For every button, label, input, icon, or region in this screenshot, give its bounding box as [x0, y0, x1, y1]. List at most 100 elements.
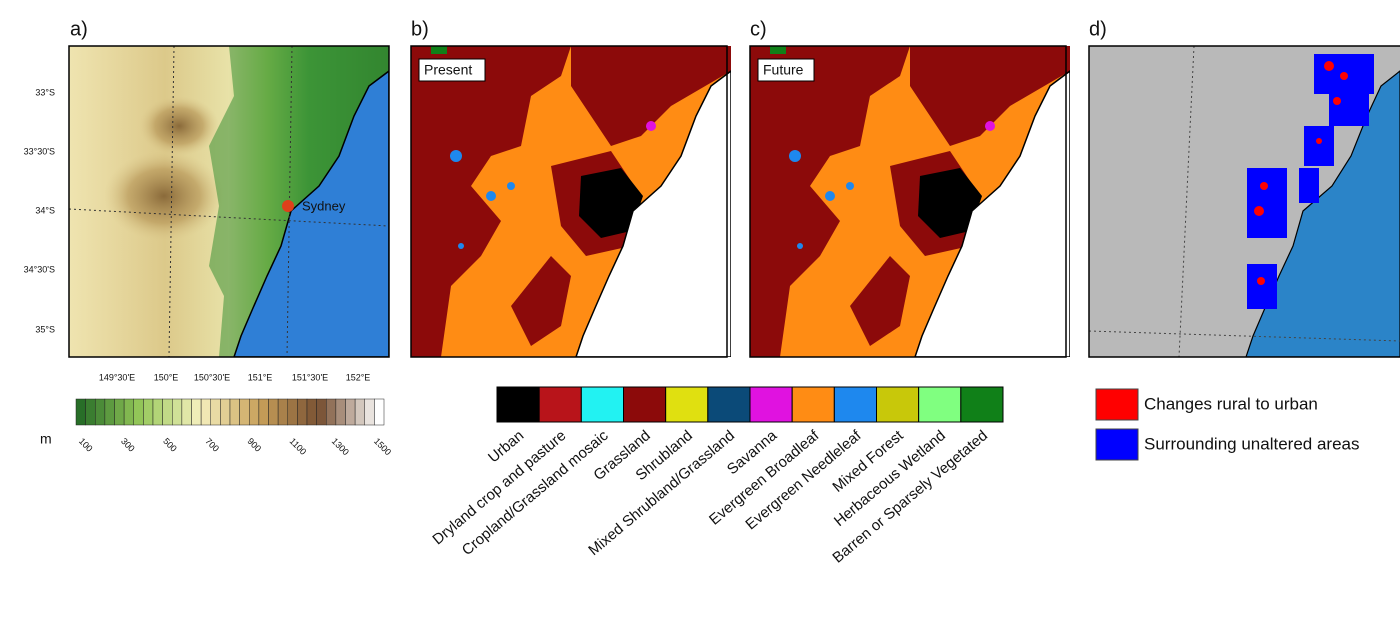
colorbar-swatch [191, 398, 202, 426]
lon-label: 152°E [346, 372, 371, 382]
colorbar-swatch [297, 398, 308, 426]
surrounding-area [1247, 264, 1277, 309]
colorbar-swatch [268, 398, 279, 426]
legend-swatch [791, 386, 835, 423]
legend-swatch [876, 386, 920, 423]
grassland [411, 46, 571, 357]
colorbar-swatch [85, 398, 96, 426]
legend-swatch [496, 386, 540, 423]
colorbar-tick-label: 300 [119, 436, 137, 454]
land-use-map [411, 46, 731, 357]
colorbar-swatch [172, 398, 183, 426]
urban [918, 168, 982, 238]
colorbar-tick-label: 1100 [288, 436, 309, 457]
legend-swatch [960, 386, 1004, 423]
colorbar-swatch [287, 398, 298, 426]
urbanized-area [1260, 182, 1268, 190]
urbanized-area [1254, 206, 1264, 216]
colorbar-swatch [104, 398, 115, 426]
colorbar-tick-label: 900 [245, 436, 263, 454]
urbanized-area [1324, 61, 1334, 71]
lon-label: 150°30'E [194, 372, 230, 382]
colorbar-swatch [306, 398, 317, 426]
colorbar-swatch [162, 398, 173, 426]
lon-label: 149°30'E [99, 372, 135, 382]
colorbar-swatch [200, 398, 211, 426]
lon-label: 151°E [248, 372, 273, 382]
colorbar-swatch [133, 398, 144, 426]
surrounding-area [1304, 126, 1334, 166]
lon-label: 151°30'E [292, 372, 328, 382]
ocean [914, 70, 1070, 357]
legend-swatch [580, 386, 624, 423]
lat-label: 33°30'S [24, 146, 55, 156]
panel-label: b) [411, 18, 429, 40]
map-frame [749, 45, 1067, 358]
needleleaf-patch [846, 182, 854, 190]
colorbar-swatch [95, 398, 106, 426]
needleleaf-patch [797, 243, 803, 249]
colorbar-swatch [152, 398, 163, 426]
map-frame [68, 45, 390, 358]
legend-swatch [1095, 388, 1139, 421]
colorbar-swatch [114, 398, 125, 426]
tag-box [418, 58, 486, 82]
colorbar-tick-label: 1300 [330, 436, 351, 457]
scenario-tag: Future [763, 62, 804, 78]
colorbar-swatch [123, 398, 134, 426]
savanna-patch [646, 121, 656, 131]
urbanized-area [1257, 277, 1265, 285]
legend-label: Surrounding unaltered areas [1144, 434, 1359, 453]
legend-swatch [623, 386, 667, 423]
needleleaf-patch [450, 150, 462, 162]
colorbar-swatch [335, 398, 346, 426]
savanna-patch [985, 121, 995, 131]
ocean [575, 70, 731, 357]
colorbar-swatch [239, 398, 250, 426]
panel-label: a) [70, 18, 88, 40]
urbanized-area [1340, 72, 1348, 80]
change-map [1089, 46, 1400, 357]
grassland [511, 256, 571, 346]
needleleaf-patch [507, 182, 515, 190]
needleleaf-patch [825, 191, 835, 201]
city-label: Sydney [302, 198, 346, 213]
panel-label: c) [750, 18, 767, 40]
colorbar-swatch [326, 398, 337, 426]
legend-swatch [833, 386, 877, 423]
legend-swatch [1095, 428, 1139, 461]
barren-patch [770, 46, 786, 54]
lon-label: 150°E [154, 372, 179, 382]
map-frame [410, 45, 728, 358]
colorbar-swatch [75, 398, 86, 426]
surrounding-area [1247, 168, 1287, 238]
colorbar-swatch [258, 398, 269, 426]
needleleaf-patch [789, 150, 801, 162]
barren-patch [431, 46, 447, 54]
panel-label: d) [1089, 18, 1107, 40]
colorbar-swatch [364, 398, 375, 426]
colorbar-swatch [374, 398, 385, 426]
grassland [850, 256, 910, 346]
legend-swatch [707, 386, 751, 423]
tag-box [757, 58, 815, 82]
colorbar-tick-label: 700 [203, 436, 221, 454]
colorbar-swatch [181, 398, 192, 426]
urban [579, 168, 643, 238]
needleleaf-patch [486, 191, 496, 201]
map-frame [1088, 45, 1400, 358]
scenario-tag: Present [424, 62, 472, 78]
colorbar-unit: m [40, 431, 52, 447]
lat-label: 33°S [35, 87, 55, 97]
colorbar-tick-label: 1500 [372, 436, 393, 457]
colorbar-swatch [249, 398, 260, 426]
grassland [750, 46, 910, 357]
urbanized-area [1333, 97, 1341, 105]
surrounding-area [1299, 168, 1319, 203]
grassland [571, 46, 731, 146]
colorbar-swatch [229, 398, 240, 426]
needleleaf-patch [458, 243, 464, 249]
colorbar-tick-label: 500 [161, 436, 179, 454]
colorbar-swatch [277, 398, 288, 426]
